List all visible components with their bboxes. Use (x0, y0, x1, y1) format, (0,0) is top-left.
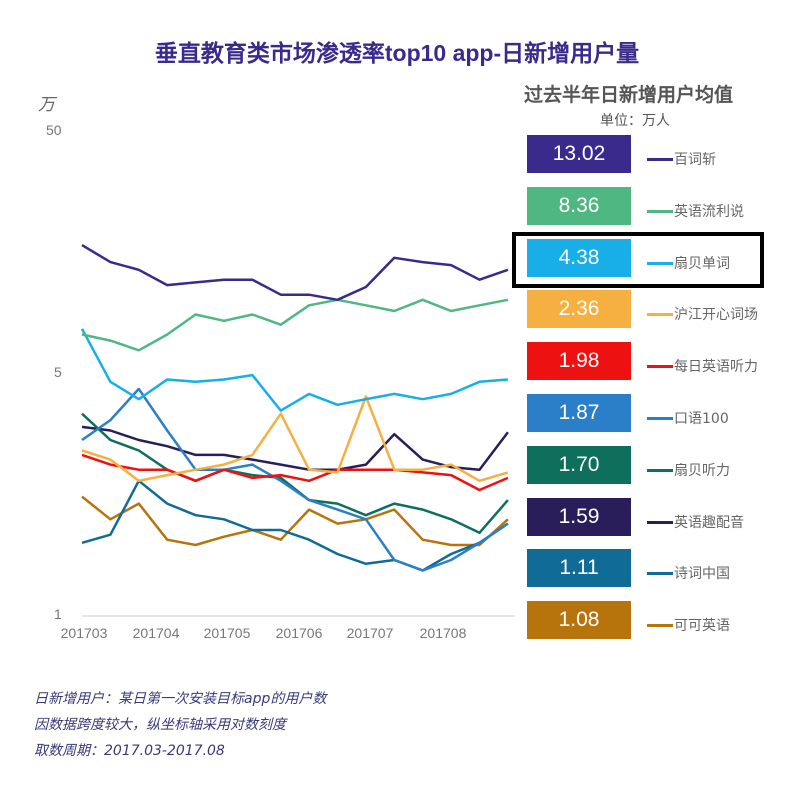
legend-value-box: 4.38 (527, 238, 631, 277)
series-line-英语流利说 (81, 298, 509, 352)
series-line-可可英语 (81, 495, 509, 547)
legend-label: 每日英语听力 (674, 359, 758, 376)
y-tick-label: 5 (54, 364, 62, 380)
series-line-英语趣配音 (81, 425, 509, 471)
series-line-沪江开心词场 (81, 395, 509, 483)
legend-swatch (647, 520, 673, 524)
x-tick-label: 201704 (132, 625, 180, 641)
legend-label: 英语流利说 (674, 203, 744, 220)
legend-label: 百词斩 (674, 152, 716, 168)
legend-value-box: 1.98 (527, 342, 631, 381)
legend-value-box: 1.08 (527, 601, 631, 640)
legend-value-box: 1.11 (527, 549, 631, 588)
legend-swatch (647, 313, 673, 317)
legend-swatch (647, 468, 673, 472)
legend-label: 沪江开心词场 (674, 307, 758, 324)
x-tick-label: 201706 (275, 625, 323, 641)
y-tick-label: 1 (54, 606, 62, 622)
y-axis-label: 万 (38, 95, 55, 115)
legend-swatch (647, 209, 673, 213)
legend-value-box: 8.36 (527, 186, 631, 225)
legend-swatch (647, 261, 673, 265)
legend-label: 英语趣配音 (674, 514, 744, 531)
legend-swatch (647, 417, 673, 420)
legend-value-box: 1.59 (527, 497, 631, 536)
series-line-诗词中国 (81, 479, 509, 572)
series-layer (80, 244, 509, 572)
legend-label: 可可英语 (674, 618, 730, 635)
legend-swatch (647, 158, 673, 161)
y-tick-label: 50 (46, 122, 62, 138)
series-line-口语100 (81, 387, 509, 572)
chart-title: 垂直教育类市场渗透率top10 app-日新增用户量 (154, 40, 640, 66)
highlight-box (512, 232, 764, 288)
legend-title: 过去半年日新增用户均值 (524, 84, 734, 106)
legend-label: 扇贝单词 (674, 255, 730, 272)
legend-value-box: 2.36 (527, 290, 631, 329)
legend-swatch (647, 624, 673, 628)
x-tick-label: 201707 (346, 625, 394, 641)
legend-label: 口语100 (674, 411, 729, 427)
footnote: 日新增用户：某日第一次安装目标app的用户数 (34, 691, 327, 707)
x-tick-label: 201703 (60, 625, 108, 641)
legend-swatch (647, 572, 673, 576)
x-tick-label: 201705 (203, 625, 251, 641)
x-tick-label: 201708 (419, 625, 467, 641)
series-line-每日英语听力 (81, 453, 509, 492)
legend-label: 扇贝听力 (674, 462, 730, 479)
legend-label: 诗词中国 (674, 566, 730, 583)
series-line-扇贝单词 (80, 328, 509, 412)
legend-unit: 单位：万人 (600, 113, 670, 129)
legend-value-box: 1.70 (527, 445, 631, 484)
legend-value-box: 13.02 (527, 135, 631, 173)
footnote: 因数据跨度较大，纵坐标轴采用对数刻度 (34, 717, 286, 733)
legend-value-box: 1.87 (527, 394, 631, 432)
legend-swatch (647, 365, 673, 369)
series-line-百词斩 (81, 244, 509, 302)
footnote: 取数周期：2017.03-2017.08 (34, 743, 225, 759)
